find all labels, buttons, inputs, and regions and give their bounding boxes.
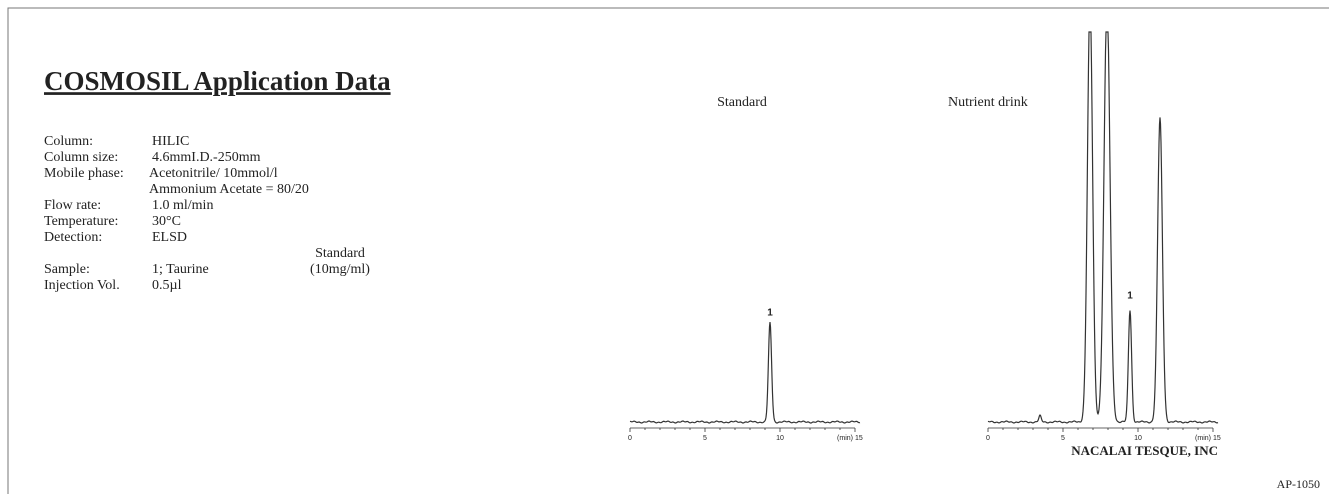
condition-label: Detection: — [44, 230, 102, 245]
injection-label: Injection Vol. — [44, 278, 120, 293]
x-tick-label: 0 — [628, 435, 632, 442]
x-tick-label: 15 — [1213, 435, 1221, 442]
conditions: Column: HILIC Column size: 4.6mmI.D.-250mm M… — [44, 134, 309, 245]
sample-label: Sample: — [44, 262, 90, 277]
condition-value: ELSD — [152, 230, 187, 245]
x-unit: (min) — [837, 435, 853, 442]
chromatogram-title: Standard — [717, 95, 767, 110]
peak-label: 1 — [1127, 291, 1133, 302]
x-tick-label: 5 — [703, 435, 707, 442]
condition-label: Column size: — [44, 150, 118, 165]
condition-value: HILIC — [152, 134, 189, 149]
condition-value: Acetonitrile/ 10mmol/l — [149, 166, 278, 181]
x-unit: (min) — [1195, 435, 1211, 442]
company: NACALAI TESQUE, INC — [1071, 443, 1218, 458]
x-tick-label: 15 — [855, 435, 863, 442]
sample-header: Standard — [315, 246, 365, 261]
condition-value: 30°C — [152, 214, 181, 229]
peak-label: 1 — [767, 308, 773, 319]
condition-value: Ammonium Acetate = 80/20 — [149, 182, 309, 197]
sample-concentration: (10mg/ml) — [310, 262, 370, 277]
condition-label: Column: — [44, 134, 93, 149]
sample-value: 1; Taurine — [152, 262, 209, 277]
x-tick-label: 10 — [776, 435, 784, 442]
frame — [7, 7, 1329, 494]
injection-value: 0.5µl — [152, 278, 182, 293]
trace — [987, 31, 1219, 424]
condition-label: Temperature: — [44, 214, 118, 229]
x-tick-label: 5 — [1061, 435, 1065, 442]
title: COSMOSIL Application Data — [44, 66, 391, 96]
x-tick-label: 0 — [986, 435, 990, 442]
x-tick-label: 10 — [1134, 435, 1142, 442]
condition-value: 4.6mmI.D.-250mm — [152, 150, 261, 165]
trace — [629, 322, 861, 424]
condition-value: 1.0 ml/min — [152, 198, 213, 213]
document-code: AP-1050 — [1277, 477, 1320, 491]
condition-label: Flow rate: — [44, 198, 101, 213]
condition-label: Mobile phase: — [44, 166, 124, 181]
chromatogram-title: Nutrient drink — [948, 95, 1028, 110]
